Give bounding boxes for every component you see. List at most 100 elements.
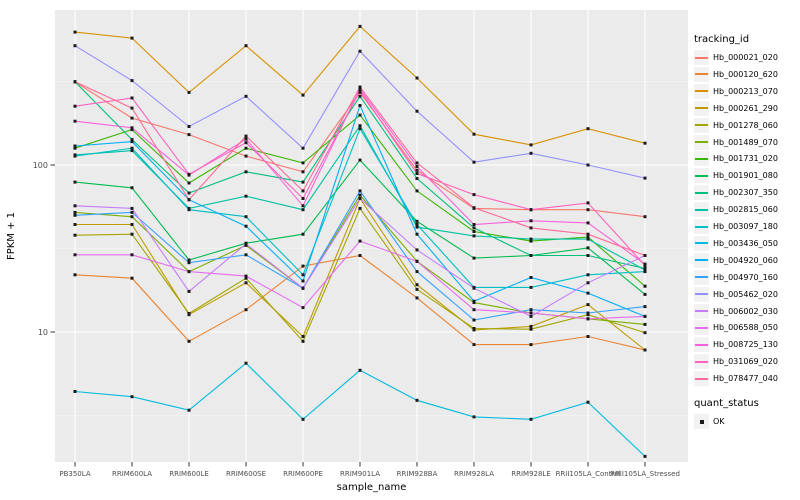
- legend-key: [694, 219, 709, 234]
- data-point: [187, 191, 191, 195]
- x-tick-label: PB350LA: [59, 470, 90, 478]
- data-point: [187, 312, 191, 315]
- data-point: [472, 299, 476, 303]
- x-tick-label: RRIM600LE: [169, 470, 209, 478]
- data-point: [301, 264, 305, 268]
- legend-key: [694, 151, 709, 167]
- data-point: [358, 158, 362, 162]
- legend-key: [694, 337, 709, 353]
- legend-key: [694, 202, 709, 218]
- data-point: [130, 138, 134, 142]
- x-tick-label: RRIM600LA: [112, 470, 152, 478]
- x-tick-label: RRIM600PE: [283, 470, 323, 478]
- data-point: [244, 253, 248, 257]
- legend-label: Hb_001901_080: [713, 171, 778, 181]
- data-point: [130, 149, 134, 153]
- data-point: [358, 90, 362, 94]
- data-point: [244, 281, 248, 285]
- data-point: [73, 119, 77, 123]
- data-point: [643, 264, 647, 267]
- data-point: [301, 93, 305, 97]
- data-point: [358, 197, 362, 200]
- data-point: [244, 361, 248, 365]
- data-point: [415, 248, 419, 252]
- data-point: [244, 215, 248, 219]
- legend-item-Hb_001489_070: Hb_001489_070: [694, 134, 778, 150]
- data-point: [358, 24, 362, 28]
- data-point: [643, 270, 647, 274]
- data-point: [130, 210, 134, 214]
- data-point: [586, 127, 590, 131]
- data-point: [73, 273, 77, 277]
- data-point: [643, 305, 647, 309]
- data-point: [586, 246, 590, 250]
- data-point: [358, 124, 362, 128]
- legend-item-Hb_006588_050: Hb_006588_050: [694, 320, 778, 336]
- data-point: [472, 318, 476, 322]
- data-point: [586, 273, 590, 277]
- data-point: [586, 313, 590, 317]
- legend-key: [694, 235, 709, 251]
- legend-item-Hb_078477_040: Hb_078477_040: [694, 371, 778, 387]
- x-tick-label: RRIM901LA: [340, 470, 380, 478]
- data-point: [301, 286, 305, 290]
- data-point: [73, 204, 77, 208]
- data-point: [130, 146, 134, 150]
- legend-line-icon: [695, 208, 708, 211]
- legend-label: Hb_001489_070: [713, 137, 778, 147]
- data-point: [130, 215, 134, 219]
- data-point: [415, 76, 419, 80]
- legend-line-icon: [695, 90, 708, 93]
- data-point: [358, 189, 362, 193]
- data-point: [187, 125, 191, 128]
- legend-item-Hb_002307_350: Hb_002307_350: [694, 185, 778, 201]
- data-point: [358, 113, 362, 117]
- data-point: [73, 180, 77, 184]
- legend-key: [694, 269, 709, 285]
- legend-item-Hb_000120_620: Hb_000120_620: [694, 66, 778, 82]
- data-point: [415, 398, 419, 402]
- legend-label: Hb_031069_020: [713, 357, 778, 367]
- data-point: [529, 226, 533, 230]
- data-point: [301, 170, 305, 174]
- data-point: [244, 134, 248, 138]
- legend-item-Hb_000261_290: Hb_000261_290: [694, 100, 778, 116]
- data-point: [529, 276, 533, 279]
- data-point: [586, 232, 590, 236]
- data-point: [472, 160, 476, 164]
- data-point: [73, 210, 77, 214]
- legend-label: Hb_000213_070: [713, 86, 778, 96]
- data-point: [244, 141, 248, 145]
- data-point: [301, 208, 305, 212]
- data-point: [358, 87, 362, 91]
- x-tick-label: RRIM600SE: [226, 470, 266, 478]
- data-point: [358, 49, 362, 53]
- y-axis-title: FPKM + 1: [6, 212, 17, 260]
- legend-label: Hb_001731_020: [713, 154, 778, 164]
- data-point: [472, 327, 476, 330]
- data-point: [73, 30, 77, 34]
- data-point: [415, 232, 419, 236]
- legend-key: [694, 303, 709, 319]
- data-point: [358, 127, 362, 131]
- data-point: [586, 221, 590, 225]
- legend-key: [694, 83, 709, 99]
- data-point: [301, 306, 305, 310]
- data-point: [73, 80, 77, 84]
- data-point: [130, 140, 134, 144]
- data-point: [472, 415, 476, 419]
- data-point: [529, 311, 533, 315]
- data-point: [643, 331, 647, 335]
- legend-item-Hb_000021_020: Hb_000021_020: [694, 50, 778, 65]
- data-point: [472, 343, 476, 347]
- legend-label: Hb_006588_050: [713, 323, 778, 333]
- data-point: [529, 239, 533, 243]
- data-point: [586, 235, 590, 239]
- legend-label: Hb_008725_130: [713, 340, 778, 350]
- data-point: [472, 193, 476, 197]
- data-point: [301, 197, 305, 200]
- black-square-point-icon: [699, 419, 704, 424]
- data-point: [586, 208, 590, 212]
- legend-title-quant-status: quant_status: [694, 398, 759, 409]
- data-point: [73, 146, 77, 150]
